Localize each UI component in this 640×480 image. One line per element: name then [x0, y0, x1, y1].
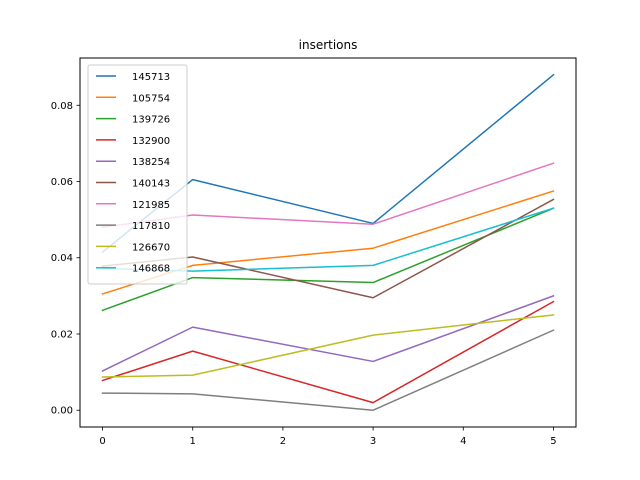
x-tick-label: 3	[370, 436, 376, 447]
legend-label: 105754	[132, 93, 170, 104]
legend-label: 126670	[132, 242, 170, 253]
legend-label: 138254	[132, 157, 170, 168]
x-tick-label: 2	[280, 436, 286, 447]
plot-frame	[79, 57, 577, 428]
y-tick-label: 0.02	[51, 329, 73, 340]
legend-label: 146868	[132, 264, 170, 275]
x-tick-label: 0	[99, 436, 105, 447]
series-line-139726	[101, 207, 555, 312]
series-line-117810	[101, 329, 555, 411]
legend-label: 117810	[132, 221, 170, 232]
legend-label: 121985	[132, 200, 170, 211]
y-tick-label: 0.00	[51, 406, 73, 417]
x-tick-label: 5	[550, 436, 556, 447]
legend-label: 139726	[132, 115, 170, 126]
series-line-132900	[101, 300, 555, 404]
series-line-138254	[101, 294, 555, 372]
y-tick-label: 0.04	[51, 253, 73, 264]
legend-label: 145713	[132, 72, 170, 83]
x-axis: 0 1 2 3 4 5	[99, 427, 557, 447]
series-layer	[101, 73, 555, 411]
chart-title: insertions	[299, 38, 358, 52]
legend-box	[87, 64, 188, 285]
y-axis: 0.00 0.02 0.04 0.06 0.08	[51, 101, 80, 417]
x-tick-label: 4	[460, 436, 466, 447]
series-line-126670	[101, 314, 555, 378]
y-tick-label: 0.06	[51, 177, 73, 188]
x-tick-label: 1	[190, 436, 196, 447]
legend: 145713 105754 139726 132900 138254 140143 1219…	[87, 64, 188, 285]
legend-label: 140143	[132, 179, 170, 190]
y-tick-label: 0.08	[51, 101, 73, 112]
legend-label: 132900	[132, 136, 170, 147]
